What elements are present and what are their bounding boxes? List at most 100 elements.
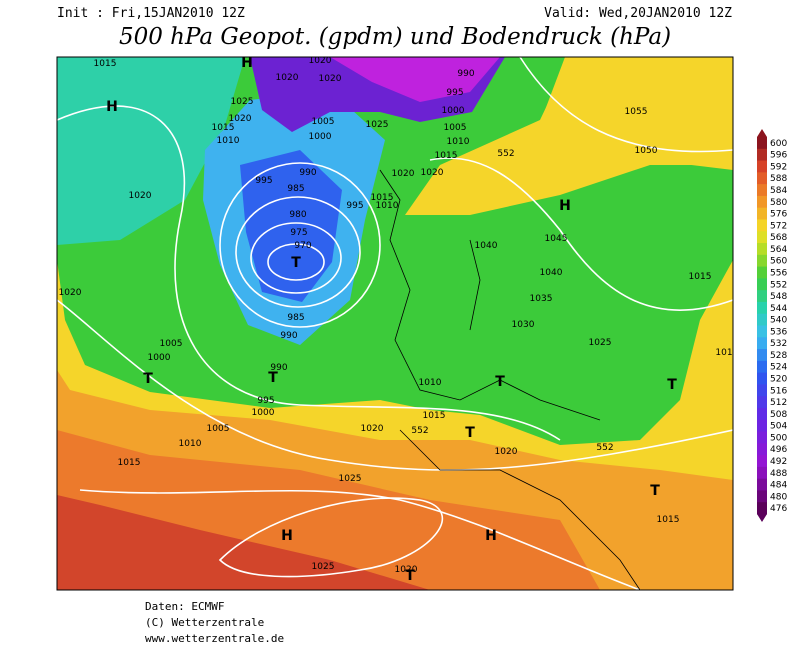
pressure-center: T — [465, 425, 475, 441]
map-frame — [56, 56, 734, 591]
isobar-label: 995 — [446, 88, 463, 98]
isobar-label: 1025 — [339, 474, 362, 484]
isobar-label: 1005 — [444, 123, 467, 133]
isobar-label: 1025 — [312, 562, 335, 572]
color-scale-label: 592 — [770, 162, 787, 172]
color-swatch — [757, 313, 767, 326]
isobar-label: 552 — [596, 443, 613, 453]
isobar-label: 1050 — [635, 146, 658, 156]
color-scale-label: 532 — [770, 339, 787, 349]
pressure-center: H — [281, 528, 293, 544]
pressure-center: T — [143, 371, 153, 387]
color-scale-label: 496 — [770, 445, 787, 455]
isobar — [57, 299, 733, 471]
color-swatch — [757, 372, 767, 385]
color-swatch — [757, 243, 767, 256]
isobar-label: 1000 — [442, 106, 465, 116]
init-time: Init : Fri,15JAN2010 12Z — [57, 6, 245, 21]
band-blue — [240, 150, 342, 302]
isobar-label: 1030 — [512, 320, 535, 330]
color-swatch — [757, 160, 767, 173]
isobar-label: 1055 — [625, 107, 648, 117]
color-scale-label: 476 — [770, 504, 787, 514]
color-swatch — [757, 290, 767, 303]
band-yellow-northeast — [530, 57, 733, 170]
color-swatch — [757, 195, 767, 209]
isobar-label: 101 — [715, 348, 732, 358]
coastline — [379, 169, 641, 590]
isobar — [219, 162, 381, 328]
color-swatch — [757, 419, 767, 433]
isobar-label: 1040 — [540, 268, 563, 278]
color-swatch — [757, 455, 767, 468]
isobar — [218, 497, 444, 578]
footer-line: www.wetterzentrale.de — [145, 632, 284, 645]
isobar-label: 1020 — [309, 56, 332, 66]
pressure-center: T — [268, 370, 278, 386]
color-scale: 6005965925885845805765725685645605565525… — [757, 129, 787, 522]
isobar-label: 1015 — [689, 272, 712, 282]
color-swatch — [757, 301, 767, 315]
color-scale-label: 540 — [770, 316, 787, 326]
isobar-label: 1020 — [129, 191, 152, 201]
color-scale-label: 480 — [770, 492, 787, 502]
band-teal — [57, 57, 245, 245]
color-scale-label: 524 — [770, 363, 787, 373]
isobar-label: 1020 — [59, 288, 82, 298]
color-swatch — [757, 349, 767, 362]
isobar-label: 975 — [290, 228, 307, 238]
color-scale-label: 584 — [770, 186, 787, 196]
color-scale-label: 512 — [770, 398, 787, 408]
color-swatch — [757, 148, 767, 162]
color-scale-label: 552 — [770, 280, 787, 290]
isobar-label: 1020 — [421, 168, 444, 178]
isobar-label: 1015 — [435, 151, 458, 161]
map-area: 1015 1020 1020 1020 990 995 1000 1005 1025 1020 10… — [57, 55, 733, 590]
color-scale-label: 488 — [770, 469, 787, 479]
color-swatch — [757, 360, 767, 374]
isobar-label: 1015 — [371, 193, 394, 203]
isobar-label: 1015 — [657, 515, 680, 525]
isobar-label: 990 — [270, 363, 287, 373]
isobar-label: 1020 — [276, 73, 299, 83]
isobar-label: 990 — [280, 331, 297, 341]
isobar-label: 995 — [255, 176, 272, 186]
pressure-center: T — [495, 374, 505, 390]
color-swatch — [757, 254, 767, 268]
color-scale-label: 580 — [770, 198, 787, 208]
isobar — [519, 57, 733, 153]
pressure-center: T — [650, 483, 660, 499]
isobar-label: 1005 — [160, 339, 183, 349]
isobar-label: 1000 — [309, 132, 332, 142]
isobar-label: 990 — [457, 69, 474, 79]
isobar-label: 970 — [294, 241, 311, 251]
isobar-label: 1010 — [376, 201, 399, 211]
color-scale-label: 504 — [770, 422, 787, 432]
color-swatch — [757, 396, 767, 409]
pressure-center: H — [559, 198, 571, 214]
isobar-label: 1010 — [179, 439, 202, 449]
isobar-label: 1020 — [361, 424, 384, 434]
isobar-label: 1015 — [94, 59, 117, 69]
color-scale-label: 528 — [770, 351, 787, 361]
isobar-label: 995 — [346, 201, 363, 211]
color-scale-label: 564 — [770, 245, 787, 255]
color-scale-label: 500 — [770, 433, 787, 443]
pressure-center: H — [241, 55, 253, 71]
color-swatch — [757, 337, 767, 350]
band-magenta — [330, 57, 500, 102]
color-scale-label: 560 — [770, 257, 787, 267]
color-scale-label: 588 — [770, 174, 787, 184]
isobar-label: 552 — [497, 149, 514, 159]
pressure-center: T — [405, 568, 415, 584]
isobar-label: 1015 — [212, 123, 235, 133]
color-swatch — [757, 502, 767, 515]
color-swatch — [757, 490, 767, 503]
pressure-center: H — [485, 528, 497, 544]
isobar-label: 1020 — [392, 169, 415, 179]
pressure-center: H — [106, 99, 118, 115]
pressure-center: T — [291, 255, 301, 271]
color-swatch — [757, 278, 767, 291]
